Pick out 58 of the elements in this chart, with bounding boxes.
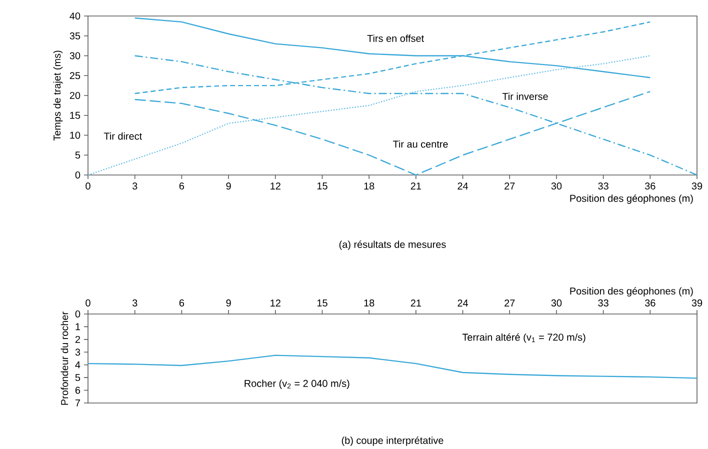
y-axis-title: Temps de trajet (ms) (53, 50, 63, 141)
y-tick-label: 7 (75, 399, 80, 406)
text: (b) coupe interprétative (342, 436, 444, 446)
x-axis-title: Position des géophones (m) (570, 194, 693, 204)
y-tick-label: 0 (75, 310, 80, 318)
x-tick-label: 3 (132, 182, 138, 190)
x-tick-label: 27 (504, 182, 515, 190)
x-tick-label: 24 (458, 299, 468, 306)
x-tick-label: 18 (364, 299, 374, 306)
x-tick-label: 21 (410, 299, 421, 306)
x-tick-label: 33 (598, 299, 608, 306)
annotation: Tir au centre (392, 140, 448, 148)
x-tick-label: 21 (410, 182, 421, 190)
y-tick-label: 35 (70, 32, 80, 40)
y-tick-label: 5 (75, 152, 80, 158)
y-tick-label: 1 (76, 323, 80, 330)
x-tick-label: 15 (317, 299, 328, 306)
annotation: Tirs en offset (367, 34, 424, 42)
x-tick-label: 27 (504, 299, 515, 306)
y-tick-label: 40 (70, 12, 80, 20)
x-tick-label: 39 (692, 182, 702, 190)
annotation: Tir inverse (502, 92, 548, 100)
y-tick-label: 20 (70, 92, 80, 99)
text: (a) résultats de mesures (339, 240, 446, 250)
x-tick-label: 6 (179, 182, 184, 190)
x-tick-label: 30 (551, 299, 562, 306)
x-axis-title: Position des géophones (m) (570, 287, 693, 296)
y-tick-label: 4 (75, 361, 80, 368)
x-tick-label: 0 (86, 182, 90, 190)
annotation: Tir direct (104, 132, 142, 140)
annotation: Rocher (v$_{2}$ = 2 040 m/s) (244, 380, 350, 389)
x-tick-label: 6 (179, 299, 184, 306)
x-tick-label: 30 (551, 182, 562, 190)
x-tick-label: 18 (364, 182, 374, 190)
x-tick-label: 12 (270, 299, 280, 306)
y-tick-label: 0 (75, 171, 80, 178)
y-tick-label: 15 (70, 112, 80, 119)
y-tick-label: 10 (70, 132, 80, 139)
x-tick-label: 33 (598, 182, 608, 190)
x-tick-label: 36 (644, 182, 656, 190)
annotation: Terrain altéré (v$_{1}$ = 720 m/s) (462, 333, 586, 343)
x-tick-label: 36 (644, 299, 656, 306)
x-tick-label: 24 (458, 182, 468, 190)
x-tick-label: 12 (270, 182, 280, 190)
x-tick-label: 9 (226, 299, 231, 306)
y-tick-label: 6 (75, 386, 80, 394)
y-tick-label: 5 (75, 374, 80, 381)
y-axis-title: Profondeur du rocher (60, 311, 68, 405)
x-tick-label: 9 (226, 182, 231, 190)
x-tick-label: 39 (692, 299, 702, 306)
x-tick-label: 3 (132, 299, 138, 306)
y-tick-label: 3 (75, 348, 80, 356)
y-tick-label: 30 (70, 52, 80, 60)
y-tick-label: 25 (70, 72, 80, 80)
y-tick-label: 2 (75, 336, 80, 343)
x-tick-label: 15 (317, 182, 328, 190)
x-tick-label: 0 (86, 299, 90, 306)
line-series (87, 354, 698, 379)
